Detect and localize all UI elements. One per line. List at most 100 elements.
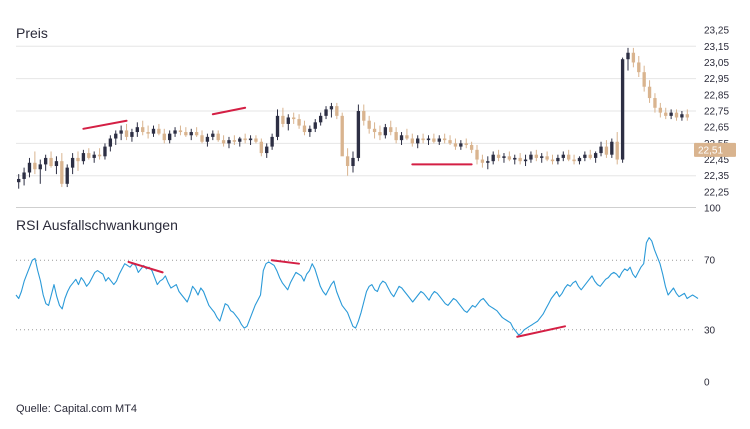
candle <box>335 102 339 120</box>
candle <box>76 151 80 171</box>
candle <box>81 149 86 165</box>
candle <box>60 153 64 188</box>
candle-body <box>151 128 156 134</box>
candle <box>43 154 48 171</box>
candle <box>38 159 42 184</box>
candle <box>194 127 199 137</box>
rsi-tick-label: 100 <box>704 204 721 215</box>
candle-body <box>486 161 490 163</box>
candle <box>383 123 388 139</box>
candle-body <box>211 133 215 137</box>
candle <box>545 151 549 162</box>
candle <box>453 138 458 150</box>
candle-body <box>345 156 350 167</box>
candle-body <box>545 156 549 160</box>
candle-body <box>162 133 166 141</box>
price-tick-label: 22,95 <box>704 74 729 85</box>
candle <box>97 148 102 160</box>
candle-body <box>27 162 32 173</box>
candle <box>227 136 231 149</box>
candle-body <box>383 127 388 136</box>
candle <box>416 135 420 149</box>
candle-body <box>410 138 414 144</box>
candle-body <box>308 128 312 133</box>
candle-body <box>259 141 264 154</box>
candle <box>189 128 193 141</box>
candle <box>442 133 447 144</box>
candle <box>184 127 188 137</box>
candle <box>626 47 630 71</box>
candle-body <box>97 154 102 157</box>
candle-body <box>674 112 679 118</box>
candle-body <box>572 159 576 162</box>
candle-body <box>442 138 447 141</box>
candle <box>292 112 296 124</box>
rsi-axis: 100 70 30 0 <box>704 204 721 389</box>
candle-body <box>173 130 177 134</box>
candle-body <box>49 157 53 167</box>
candle <box>410 133 414 147</box>
candle <box>324 106 328 120</box>
price-annotations <box>82 106 473 166</box>
candle <box>168 130 172 144</box>
price-grid <box>16 45 696 177</box>
rsi-panel-title: RSI Ausfallschwankungen <box>16 217 178 233</box>
candle <box>22 167 26 186</box>
candle <box>33 151 37 175</box>
candle-body <box>604 146 609 155</box>
candle <box>362 104 366 126</box>
candle <box>135 122 139 137</box>
price-tick-label: 22,45 <box>704 155 729 166</box>
candle-body <box>496 154 501 158</box>
candle <box>265 143 269 158</box>
price-tick-label: 22,75 <box>704 107 729 118</box>
candle <box>631 47 636 68</box>
candle <box>151 125 156 137</box>
candle <box>378 125 382 141</box>
candle-body <box>254 138 258 142</box>
candle-body <box>87 153 91 158</box>
candle <box>70 153 75 175</box>
candle <box>469 141 474 154</box>
candle-body <box>620 59 625 160</box>
candle-body <box>669 112 673 116</box>
candle <box>642 65 646 92</box>
candle <box>270 133 274 150</box>
candle <box>653 93 657 113</box>
candle <box>480 154 485 168</box>
candle <box>491 151 495 165</box>
candle-body <box>389 127 393 133</box>
rsi-line <box>15 237 699 336</box>
candle <box>340 112 344 157</box>
candle <box>308 125 312 137</box>
candle-body <box>270 136 274 147</box>
candle-body <box>103 146 107 157</box>
candle <box>17 174 21 189</box>
candle <box>119 125 123 141</box>
candle <box>496 149 501 162</box>
candle-body <box>626 52 630 60</box>
current-price-tag: 22,51 <box>694 142 736 157</box>
current-price-label: 22,51 <box>698 145 723 156</box>
candle-body <box>184 132 188 136</box>
candle-body <box>141 127 145 133</box>
candle <box>49 151 53 168</box>
candle-body <box>81 153 86 162</box>
candle-body <box>685 114 689 118</box>
candle <box>615 132 619 165</box>
candle-body <box>647 86 652 99</box>
candle-body <box>480 159 485 163</box>
candle-body <box>243 138 247 141</box>
candle-body <box>22 172 26 179</box>
candle <box>367 115 371 134</box>
candle-body <box>70 157 75 168</box>
candle <box>507 151 512 162</box>
candle-body <box>367 120 371 129</box>
candle-body <box>17 178 21 183</box>
rsi-tick-label: 0 <box>704 378 710 389</box>
candle <box>432 133 436 144</box>
candle <box>146 125 150 139</box>
candle-body <box>588 154 592 158</box>
candle-body <box>534 154 538 158</box>
candle <box>372 122 377 139</box>
